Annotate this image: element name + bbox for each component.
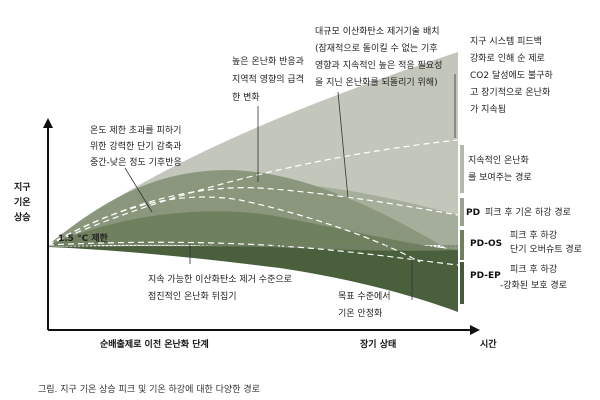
legend-bar-pd [460, 198, 464, 226]
y-axis-arrow [43, 118, 53, 128]
annot-top-right-4: 고 장기적으로 온난화 [470, 86, 550, 98]
legend-bar-pdep [460, 262, 464, 304]
annot-top-right-1: 지구 시스템 피드백 [470, 35, 542, 47]
annot-top-right-3: CO2 달성에도 불구하 [470, 69, 553, 81]
annot-top-right-2: 강화로 인해 순 제로 [470, 53, 545, 64]
x-axis-label: 시간 [480, 338, 497, 350]
annot-top-center-2: (잠재적으로 돌이킬 수 없는 기후 [315, 42, 438, 54]
y-axis-label-3: 상승 [14, 211, 31, 223]
y-axis-label-2: 기온 [14, 196, 31, 208]
pointer-top-center [337, 91, 349, 199]
pathway-continued-line-2: 를 보여주는 경로 [468, 171, 532, 183]
phase-before-label: 순배출제로 이전 온난화 단계 [100, 338, 209, 350]
legend-bar-continued [460, 145, 464, 193]
annot-top-left-1: 온도 제한 초과를 피하기 [90, 125, 181, 136]
annot-top-left-2: 위한 강력한 단기 감축과 [90, 140, 181, 152]
annot-top-left-3: 중간-낮은 정도 기후반응 [90, 157, 182, 168]
pathway-pdep-line-1: 피크 후 하강 [510, 264, 557, 275]
phase-long-label: 장기 상태 [360, 338, 396, 350]
pathway-pdos-line-2: 단기 오버슈트 경로 [510, 243, 582, 255]
annot-bottom-mid-1: 목표 수준에서 [338, 291, 391, 302]
annot-bottom-left-1: 지속 가능한 이산화탄소 제거 수준으로 [148, 274, 292, 285]
annot-bottom-left-2: 점진적인 온난화 뒤집기 [148, 290, 237, 302]
threshold-label: 1.5 °C 제한 [58, 232, 109, 244]
dashed-peak-decline [47, 187, 459, 246]
figure-caption: 그림. 지구 기온 상승 피크 및 기온 하강에 대한 다양한 경로 [38, 383, 260, 395]
pathway-pdos-line-1: 피크 후 하강 [510, 230, 557, 241]
x-axis-arrow [470, 325, 480, 335]
annot-top-center-4: 을 지닌 온난화를 되돌리기 위해) [315, 77, 438, 88]
y-axis-label-1: 지구 [14, 181, 31, 193]
pathway-pd-code: PD [466, 208, 480, 218]
pathway-pdep-line-2: -강화된 보호 경로 [500, 279, 567, 291]
pointer-top-left [124, 167, 153, 213]
annot-top-mid-3: 한 변화 [232, 92, 260, 103]
pathway-pdep-code: PD-EP [470, 271, 501, 281]
annot-top-mid-2: 지역적 영향의 급격 [232, 73, 304, 85]
annot-bottom-mid-2: 기온 안정화 [338, 308, 382, 319]
pathway-pdos-code: PD-OS [470, 239, 502, 249]
annot-top-mid-1: 높은 온난화 반응과 [232, 56, 304, 67]
dashed-protection [47, 241, 459, 266]
legend-bar-pdos [460, 230, 464, 260]
pathway-continued-line-1: 지속적인 온난화 [468, 154, 529, 166]
pathway-pd-line-1: 피크 후 기온 하강 경로 [485, 206, 571, 218]
annot-top-right-5: 가 지속됨 [470, 103, 506, 115]
annot-top-center-3: 영향과 지속적인 높은 적응 필요성 [315, 59, 442, 71]
annot-top-center-1: 대규모 이산화탄소 제거기술 배치 [315, 25, 440, 37]
dashed-overshoot [47, 196, 421, 263]
dashed-continued [47, 139, 459, 246]
band-enhanced-protection [48, 245, 458, 312]
